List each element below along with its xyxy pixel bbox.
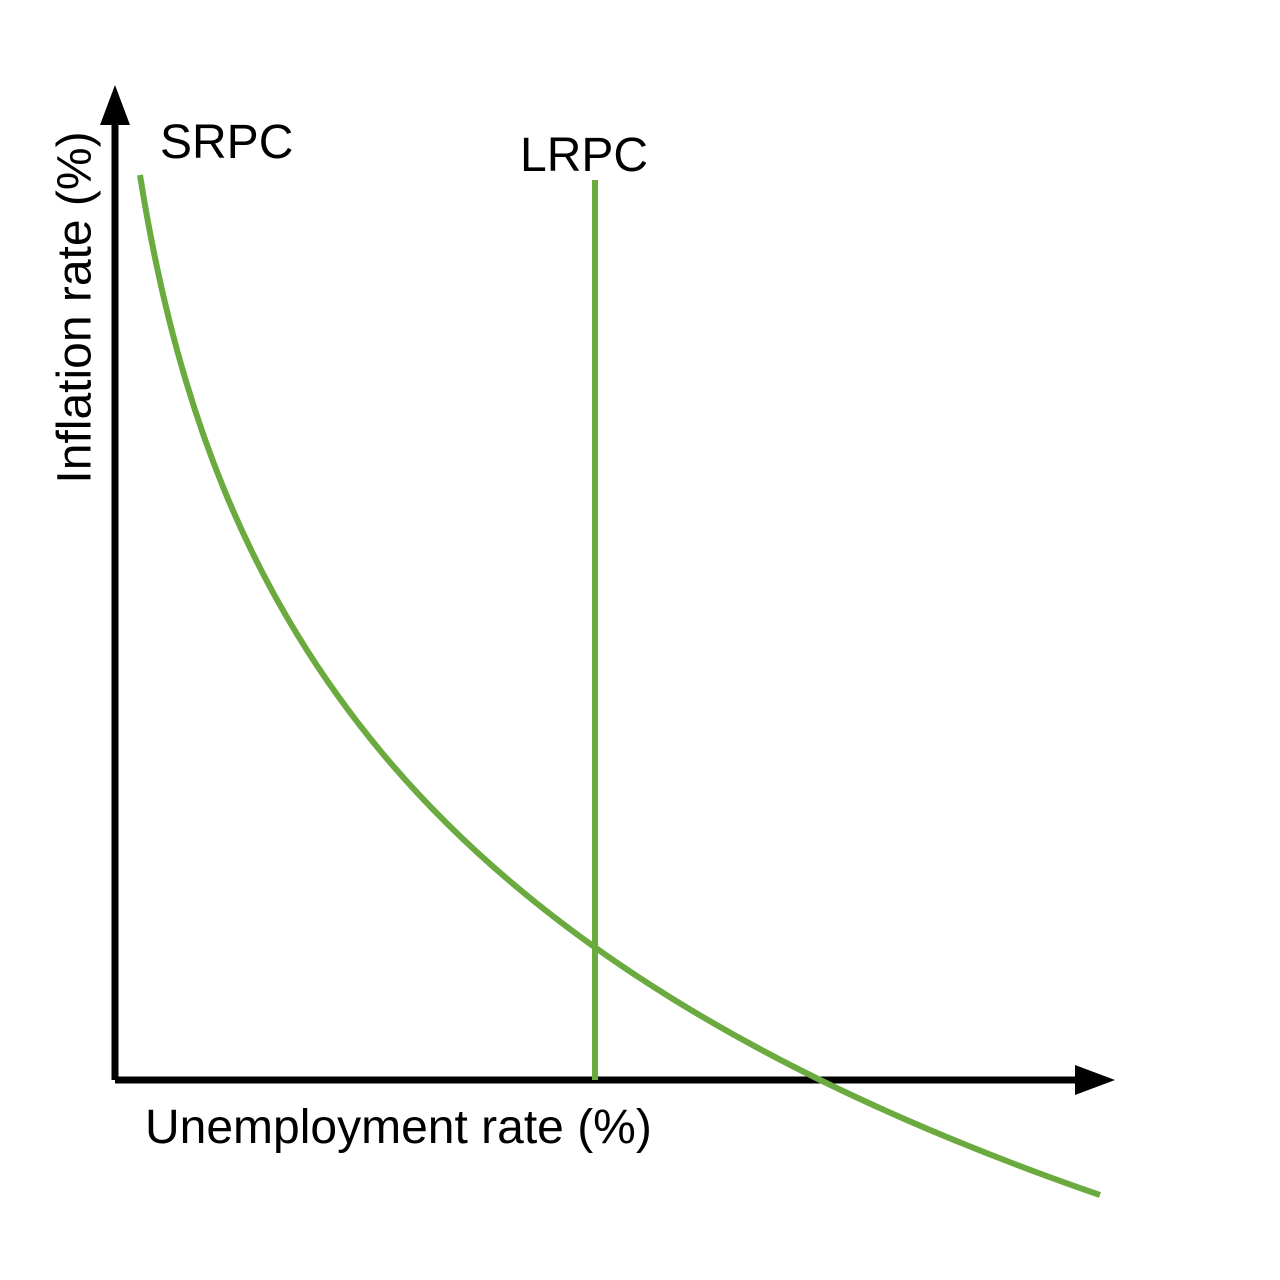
phillips-curve-chart: Inflation rate (%) Unemployment rate (%)…	[0, 0, 1280, 1280]
y-axis-label: Inflation rate (%)	[48, 118, 103, 498]
x-axis-label: Unemployment rate (%)	[145, 1100, 652, 1155]
x-axis-arrow	[1075, 1065, 1115, 1095]
lrpc-label: LRPC	[520, 128, 648, 183]
srpc-label: SRPC	[160, 115, 293, 170]
srpc-curve	[140, 175, 1100, 1195]
y-axis-arrow	[100, 85, 130, 125]
chart-svg	[0, 0, 1280, 1280]
